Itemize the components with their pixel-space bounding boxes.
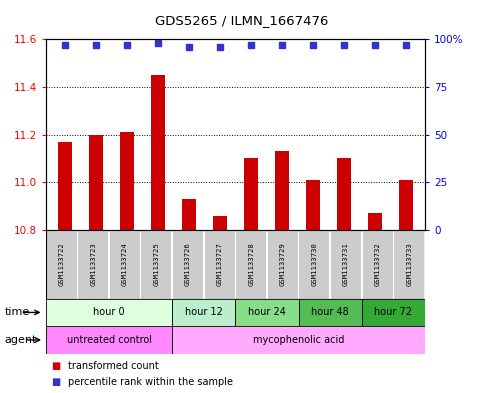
Text: hour 0: hour 0 xyxy=(93,307,125,318)
Bar xyxy=(394,230,424,299)
Text: GSM1133730: GSM1133730 xyxy=(312,242,317,286)
Text: ■: ■ xyxy=(51,377,60,387)
Bar xyxy=(46,299,172,326)
Bar xyxy=(363,230,393,299)
Text: GSM1133722: GSM1133722 xyxy=(58,242,65,286)
Bar xyxy=(120,132,134,230)
Bar xyxy=(47,230,77,299)
Bar xyxy=(236,230,266,299)
Bar xyxy=(88,134,102,230)
Text: time: time xyxy=(5,307,30,318)
Bar xyxy=(275,151,289,230)
Bar xyxy=(205,230,235,299)
Bar xyxy=(142,230,171,299)
Text: untreated control: untreated control xyxy=(67,335,152,345)
Bar xyxy=(173,230,203,299)
Text: GDS5265 / ILMN_1667476: GDS5265 / ILMN_1667476 xyxy=(155,14,328,27)
Text: GSM1133727: GSM1133727 xyxy=(217,242,223,286)
Bar xyxy=(369,213,383,230)
Text: GSM1133728: GSM1133728 xyxy=(248,242,254,286)
Bar xyxy=(306,180,320,230)
Text: GSM1133731: GSM1133731 xyxy=(343,242,349,286)
Bar xyxy=(399,180,413,230)
Bar xyxy=(331,230,361,299)
Bar xyxy=(78,230,108,299)
Text: hour 24: hour 24 xyxy=(248,307,286,318)
Text: percentile rank within the sample: percentile rank within the sample xyxy=(68,377,233,387)
Text: GSM1133723: GSM1133723 xyxy=(90,242,96,286)
Text: ■: ■ xyxy=(51,360,60,371)
Text: agent: agent xyxy=(5,335,37,345)
Bar xyxy=(151,75,165,230)
Bar xyxy=(46,326,172,354)
Text: GSM1133726: GSM1133726 xyxy=(185,242,191,286)
Text: transformed count: transformed count xyxy=(68,360,158,371)
Bar xyxy=(213,216,227,230)
Text: GSM1133725: GSM1133725 xyxy=(154,242,159,286)
Text: GSM1133732: GSM1133732 xyxy=(375,242,381,286)
Bar xyxy=(268,230,298,299)
Bar xyxy=(182,199,196,230)
Bar xyxy=(172,326,425,354)
Bar xyxy=(244,158,258,230)
Bar xyxy=(337,158,351,230)
Bar xyxy=(57,142,71,230)
Bar xyxy=(362,299,425,326)
Bar xyxy=(172,299,236,326)
Text: hour 12: hour 12 xyxy=(185,307,223,318)
Text: hour 72: hour 72 xyxy=(374,307,412,318)
Text: GSM1133724: GSM1133724 xyxy=(122,242,128,286)
Bar xyxy=(236,299,298,326)
Text: GSM1133729: GSM1133729 xyxy=(280,242,286,286)
Text: GSM1133733: GSM1133733 xyxy=(406,242,412,286)
Bar xyxy=(299,230,329,299)
Bar xyxy=(298,299,362,326)
Text: hour 48: hour 48 xyxy=(312,307,349,318)
Bar xyxy=(110,230,140,299)
Text: mycophenolic acid: mycophenolic acid xyxy=(253,335,344,345)
